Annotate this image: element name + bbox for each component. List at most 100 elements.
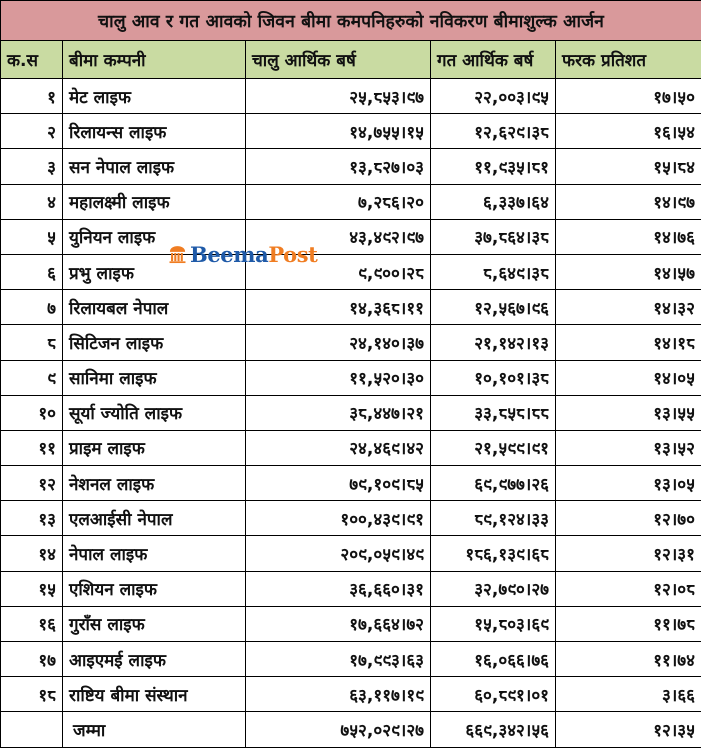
cell-current: ७,२८६।२० xyxy=(246,184,431,219)
cell-percent: १३।५५ xyxy=(556,395,701,430)
cell-sn: ७ xyxy=(1,290,63,325)
cell-current: २०९,०५९।४९ xyxy=(246,536,431,571)
cell-company: महालक्ष्मी लाइफ xyxy=(63,184,246,219)
cell-current: ११,५२०।३० xyxy=(246,360,431,395)
cell-percent: १४।५७ xyxy=(556,254,701,289)
cell-current: १४,७५५।१५ xyxy=(246,114,431,149)
cell-previous: ६०,८९१।०१ xyxy=(431,677,556,712)
cell-company: रिलायबल नेपाल xyxy=(63,290,246,325)
cell-percent: १६।५४ xyxy=(556,114,701,149)
cell-sn: १४ xyxy=(1,536,63,571)
cell-total-label: जम्मा xyxy=(63,712,246,747)
cell-company: नेपाल लाइफ xyxy=(63,536,246,571)
cell-current: १३,८२७।०३ xyxy=(246,149,431,184)
cell-previous: ६,३३७।६४ xyxy=(431,184,556,219)
cell-previous: ६९,९७७।२६ xyxy=(431,466,556,501)
cell-company: एलआईसी नेपाल xyxy=(63,501,246,536)
column-header-company: बीमा कम्पनी xyxy=(63,41,246,79)
cell-total-sn xyxy=(1,712,63,747)
cell-previous: ३२,७९०।२७ xyxy=(431,571,556,606)
cell-company: प्राइम लाइफ xyxy=(63,430,246,465)
cell-percent: १४।९७ xyxy=(556,184,701,219)
cell-percent: १२।०८ xyxy=(556,571,701,606)
cell-percent: १४।७६ xyxy=(556,219,701,254)
cell-previous: ३७,८६४।३८ xyxy=(431,219,556,254)
cell-percent: ३।६६ xyxy=(556,677,701,712)
cell-sn: ५ xyxy=(1,219,63,254)
cell-total-previous: ६६९,३४२।५६ xyxy=(431,712,556,747)
cell-previous: ८,६४९।३८ xyxy=(431,254,556,289)
cell-current: १७,९९३।६३ xyxy=(246,642,431,677)
page-title: चालु आव र गत आवको जिवन बीमा कमपनिहरुको न… xyxy=(1,1,701,41)
cell-current: ३६,६६०।३१ xyxy=(246,571,431,606)
cell-previous: १६,०६६।७६ xyxy=(431,642,556,677)
cell-company: प्रभु लाइफ xyxy=(63,254,246,289)
cell-company: मेट लाइफ xyxy=(63,79,246,114)
cell-company: सानिमा लाइफ xyxy=(63,360,246,395)
cell-current: १००,४३९।९१ xyxy=(246,501,431,536)
cell-previous: १५,८०३।६९ xyxy=(431,606,556,641)
column-header-previous: गत आर्थिक बर्ष xyxy=(431,41,556,79)
cell-percent: १४।०५ xyxy=(556,360,701,395)
cell-previous: १८६,१३९।६८ xyxy=(431,536,556,571)
table-title-row: चालु आव र गत आवको जिवन बीमा कमपनिहरुको न… xyxy=(1,1,701,41)
cell-company: गुराँस लाइफ xyxy=(63,606,246,641)
cell-company: सन नेपाल लाइफ xyxy=(63,149,246,184)
cell-percent: १७।५० xyxy=(556,79,701,114)
cell-previous: १२,५६७।९६ xyxy=(431,290,556,325)
cell-company: युनियन लाइफ xyxy=(63,219,246,254)
cell-sn: ९ xyxy=(1,360,63,395)
cell-current: १७,६६४।७२ xyxy=(246,606,431,641)
cell-current: ४३,४९२।९७ xyxy=(246,219,431,254)
cell-sn: १७ xyxy=(1,642,63,677)
cell-sn: १६ xyxy=(1,606,63,641)
cell-sn: ३ xyxy=(1,149,63,184)
cell-sn: १३ xyxy=(1,501,63,536)
cell-company: एशियन लाइफ xyxy=(63,571,246,606)
column-header-sn: क.स xyxy=(1,41,63,79)
cell-percent: १५।८४ xyxy=(556,149,701,184)
cell-previous: २२,००३।९५ xyxy=(431,79,556,114)
cell-previous: ३३,८५८।८८ xyxy=(431,395,556,430)
insurance-renewal-premium-table: चालु आव र गत आवको जिवन बीमा कमपनिहरुको न… xyxy=(0,0,701,718)
cell-percent: १३।०५ xyxy=(556,466,701,501)
cell-percent: १४।१८ xyxy=(556,325,701,360)
cell-company: राष्टिय बीमा संस्थान xyxy=(63,677,246,712)
cell-current: २४,१४०।३७ xyxy=(246,325,431,360)
cell-current: ९,९००।२८ xyxy=(246,254,431,289)
cell-sn: १२ xyxy=(1,466,63,501)
cell-previous: ८९,१२४।३३ xyxy=(431,501,556,536)
cell-company: सूर्या ज्योति लाइफ xyxy=(63,395,246,430)
cell-previous: ११,९३५।८१ xyxy=(431,149,556,184)
cell-sn: ८ xyxy=(1,325,63,360)
cell-company: रिलायन्स लाइफ xyxy=(63,114,246,149)
cell-sn: २ xyxy=(1,114,63,149)
cell-percent: ११।७४ xyxy=(556,642,701,677)
cell-percent: १२।७० xyxy=(556,501,701,536)
cell-sn: ११ xyxy=(1,430,63,465)
cell-percent: १३।५२ xyxy=(556,430,701,465)
cell-sn: १० xyxy=(1,395,63,430)
cell-previous: २१,५९९।९१ xyxy=(431,430,556,465)
cell-company: नेशनल लाइफ xyxy=(63,466,246,501)
cell-percent: १४।३२ xyxy=(556,290,701,325)
cell-sn: १८ xyxy=(1,677,63,712)
cell-previous: २१,१४२।१३ xyxy=(431,325,556,360)
